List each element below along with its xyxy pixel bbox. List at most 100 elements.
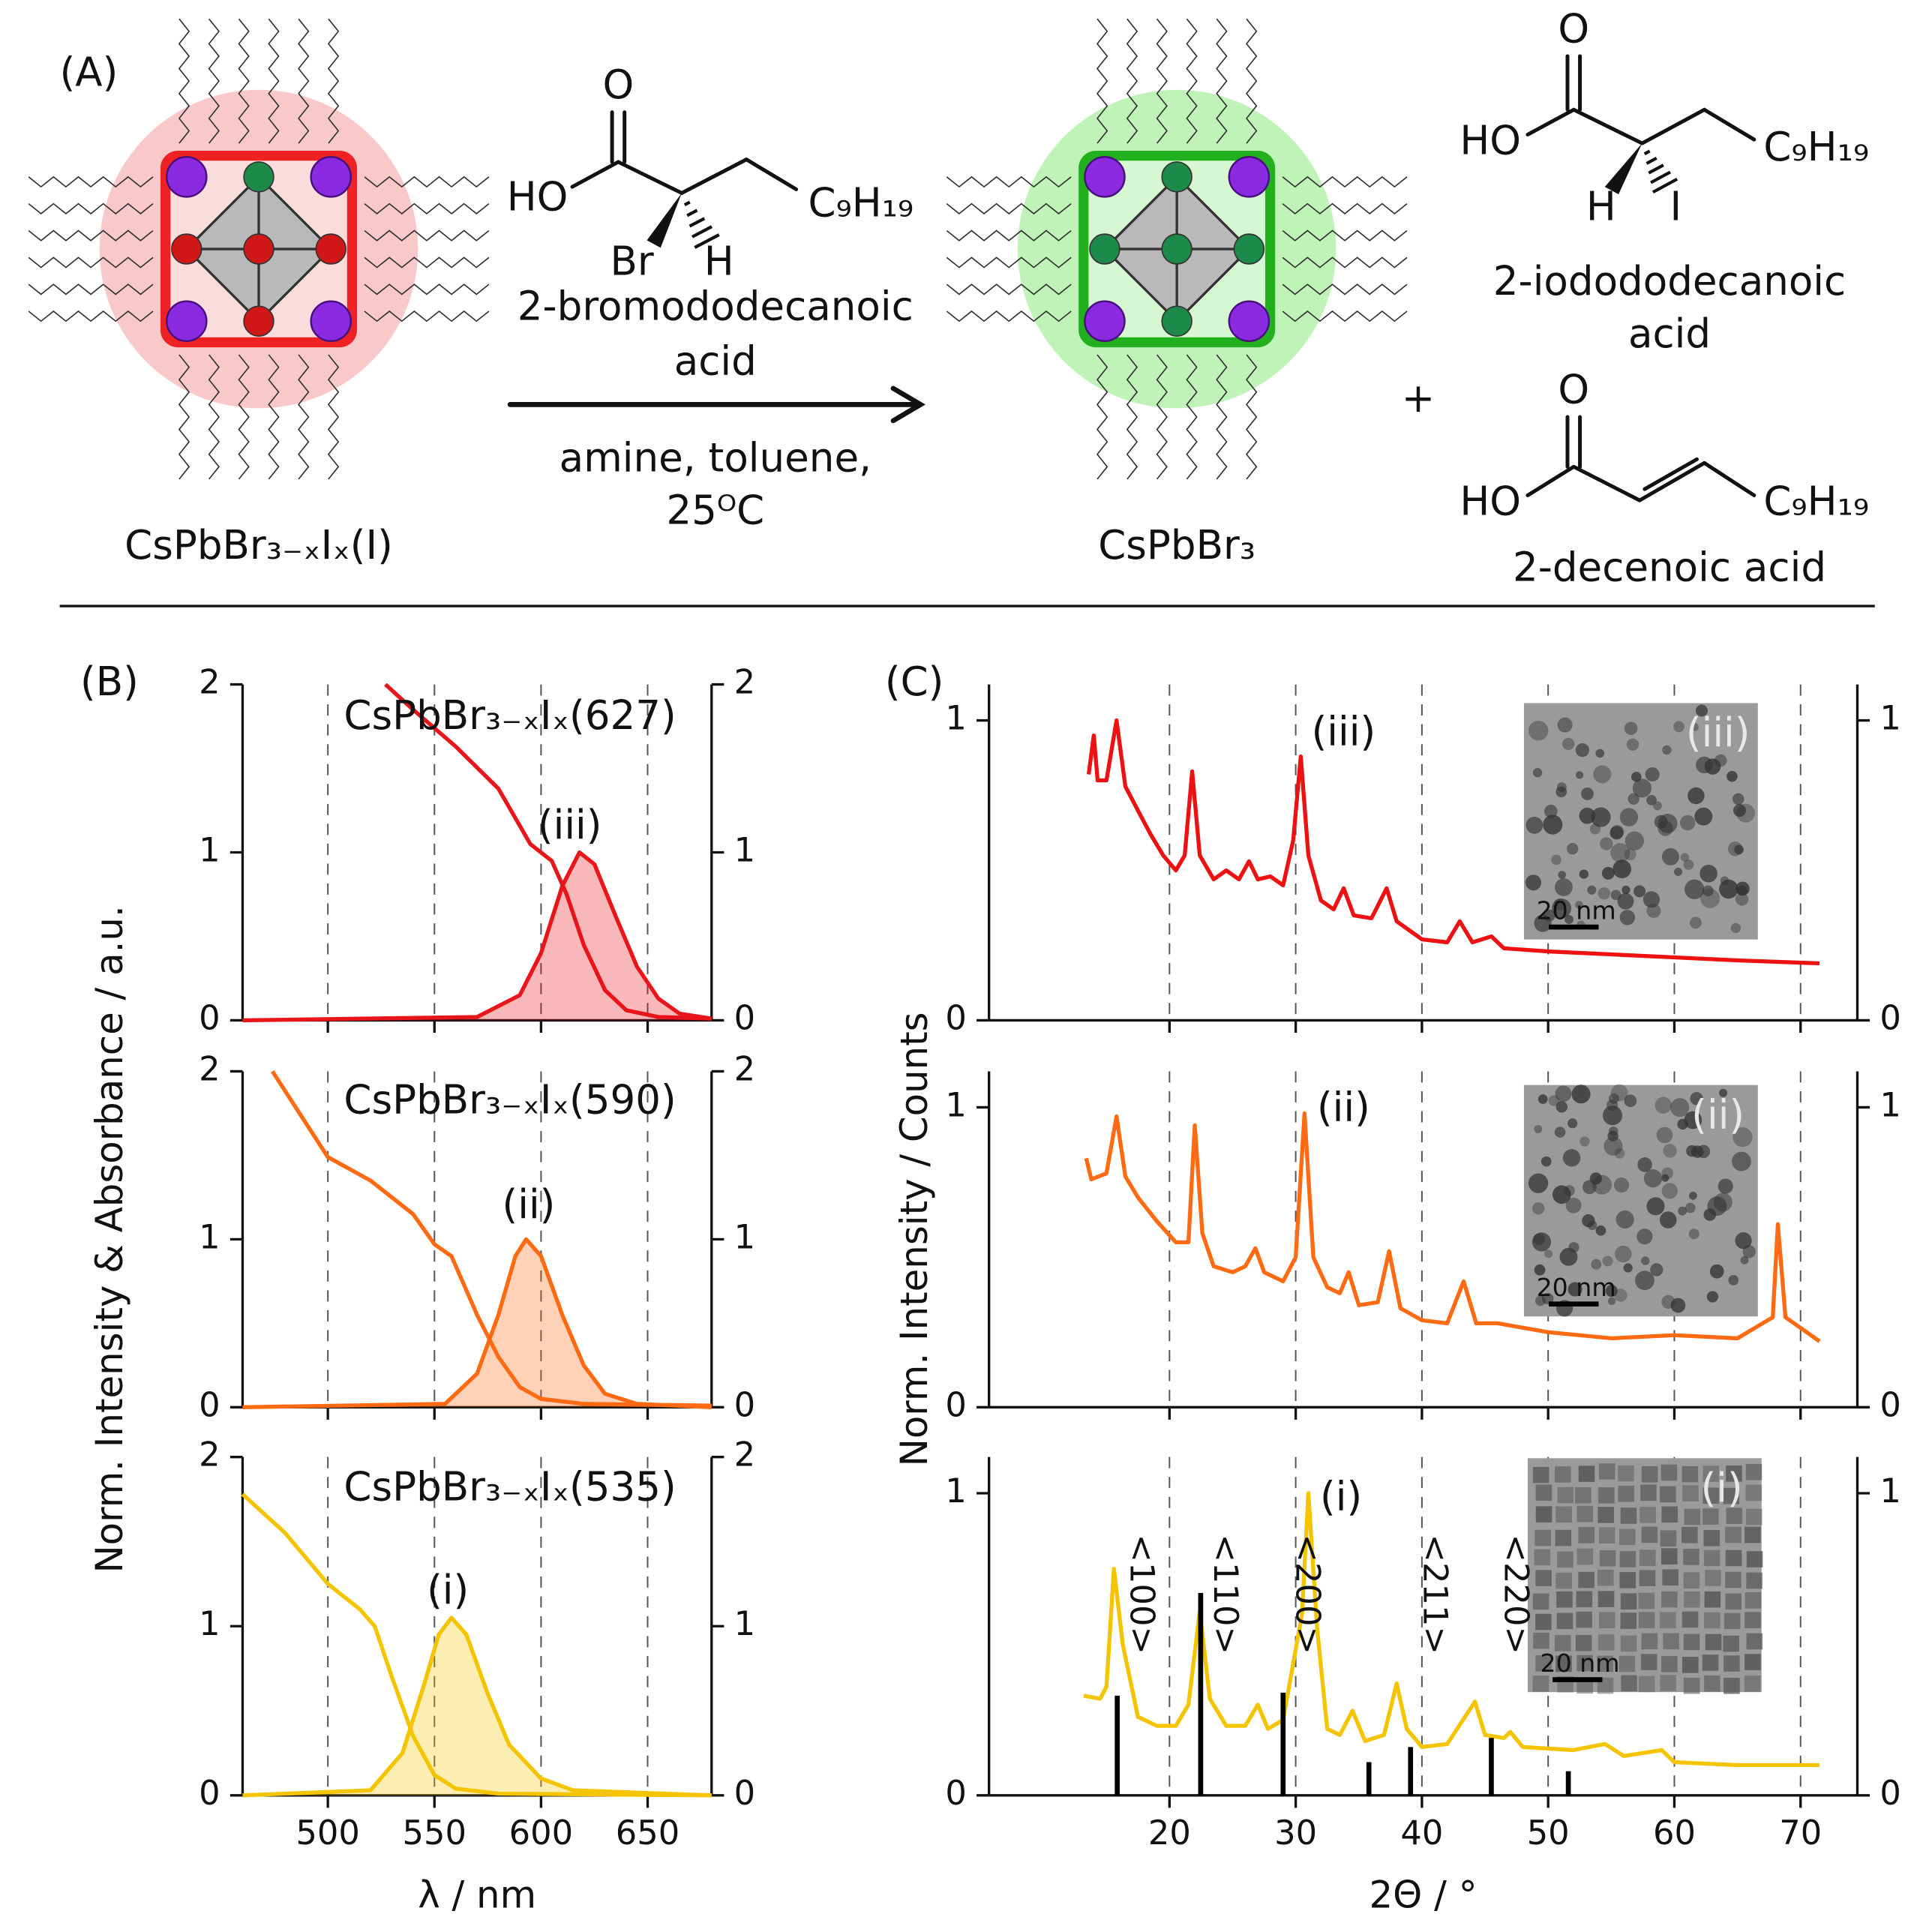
tem-particle bbox=[1600, 837, 1613, 850]
tem-particle bbox=[1576, 1505, 1594, 1522]
reflection-label: <110> bbox=[1206, 1534, 1246, 1654]
y2-tick-label: 0 bbox=[734, 1773, 755, 1813]
tem-particle bbox=[1620, 1508, 1637, 1524]
tem-particle bbox=[1556, 1572, 1572, 1589]
tem-particle bbox=[1684, 879, 1705, 899]
ligand bbox=[1282, 284, 1408, 296]
data-line bbox=[241, 1492, 712, 1798]
y-tick-label: 0 bbox=[199, 1384, 220, 1424]
tem-particle bbox=[1618, 1485, 1635, 1502]
tem-particle bbox=[1744, 1526, 1761, 1544]
data-line bbox=[242, 850, 712, 1023]
y2-tick-label: 0 bbox=[1880, 1384, 1900, 1424]
tem-particle bbox=[1540, 1156, 1552, 1167]
tem-particle bbox=[1579, 807, 1596, 824]
reagent-name: acid bbox=[674, 338, 757, 384]
tem-particle bbox=[1612, 860, 1632, 878]
tem-particle bbox=[1626, 738, 1640, 751]
tem-particle bbox=[1726, 770, 1738, 782]
ligand bbox=[28, 310, 154, 322]
atom: H bbox=[1586, 184, 1616, 230]
y2-tick-label: 2 bbox=[734, 1048, 755, 1088]
byproduct-name: acid bbox=[1628, 310, 1711, 357]
tem-particle bbox=[1566, 842, 1579, 855]
halide-atom bbox=[1161, 161, 1192, 193]
ligand bbox=[1282, 202, 1408, 214]
tem-particle bbox=[1646, 1197, 1665, 1216]
tem-particle bbox=[1637, 1157, 1652, 1172]
tem-particle bbox=[1562, 737, 1575, 751]
sample-label: CsPbBr₃₋ₓIₓ(535) bbox=[344, 1463, 676, 1510]
x-tick-label: 50 bbox=[1527, 1813, 1570, 1852]
tem-particle bbox=[1615, 1245, 1632, 1263]
annotation: (i) bbox=[1320, 1474, 1362, 1520]
tem-particle bbox=[1578, 1571, 1594, 1588]
tem-particle bbox=[1725, 1550, 1742, 1567]
ligand bbox=[1096, 18, 1108, 144]
tem-particle bbox=[1592, 1174, 1612, 1195]
y-tick-label: 0 bbox=[945, 1773, 966, 1813]
tem-particle bbox=[1681, 1526, 1698, 1544]
tem-particle bbox=[1659, 1211, 1677, 1228]
tem-particle bbox=[1552, 898, 1572, 919]
tem-particle bbox=[1744, 1612, 1761, 1628]
tem-particle bbox=[1690, 1092, 1703, 1106]
ligand bbox=[364, 310, 490, 322]
tem-particle bbox=[1544, 804, 1558, 818]
ligand bbox=[946, 284, 1072, 296]
tem-particle bbox=[1624, 1094, 1637, 1108]
tem-particle bbox=[1723, 1635, 1739, 1652]
hash-bond bbox=[691, 225, 712, 238]
tem-particle bbox=[1624, 831, 1644, 850]
tem-particle bbox=[1677, 1118, 1688, 1130]
tem-particle bbox=[1564, 915, 1574, 924]
tem-particle bbox=[1724, 1612, 1741, 1630]
tem-particle bbox=[1660, 1464, 1678, 1481]
tem-particle bbox=[1641, 1633, 1658, 1650]
tem-particle bbox=[1582, 1214, 1595, 1228]
tem-particle bbox=[1538, 1094, 1548, 1104]
y2-tick-label: 1 bbox=[734, 1604, 755, 1643]
tem-particle bbox=[1679, 814, 1696, 831]
tem-particle bbox=[1661, 1591, 1678, 1608]
atom: Br bbox=[610, 238, 654, 285]
ligand bbox=[268, 354, 280, 480]
ligand bbox=[364, 230, 490, 242]
tem-particle bbox=[1579, 869, 1588, 879]
annotation: (i) bbox=[427, 1567, 469, 1613]
byproduct-name: 2-decenoic acid bbox=[1513, 544, 1826, 591]
tem-particle bbox=[1562, 1149, 1581, 1167]
tem-particle bbox=[1670, 1098, 1690, 1118]
tem-particle bbox=[1619, 1551, 1636, 1568]
tem-particle bbox=[1720, 876, 1730, 885]
tem-particle bbox=[1706, 1291, 1719, 1303]
tem-particle bbox=[1704, 1612, 1720, 1629]
tem-particle bbox=[1642, 891, 1660, 908]
cs-atom bbox=[310, 300, 352, 343]
bonds bbox=[570, 110, 799, 195]
tem-particle bbox=[1690, 723, 1700, 731]
ligand bbox=[298, 18, 310, 144]
y2-tick-label: 0 bbox=[1880, 1773, 1900, 1813]
tem-particle bbox=[1589, 1172, 1602, 1185]
tem-particle bbox=[1620, 1593, 1637, 1610]
tem-particle bbox=[1618, 1465, 1634, 1482]
tem-particle bbox=[1640, 1654, 1658, 1670]
hash-bond bbox=[686, 208, 698, 218]
tem-particle bbox=[1724, 1655, 1740, 1672]
tem-particle bbox=[1556, 1101, 1568, 1113]
tem-particle bbox=[1534, 1549, 1551, 1566]
y-tick-label: 2 bbox=[199, 1048, 220, 1088]
byproduct-name: 2-iodododecanoic bbox=[1493, 258, 1846, 304]
hash-bond bbox=[694, 233, 720, 249]
tem-particle bbox=[1702, 1508, 1719, 1525]
tem-particle bbox=[1623, 1263, 1633, 1273]
tem-particle bbox=[1661, 1183, 1678, 1199]
atom: O bbox=[1558, 5, 1589, 52]
hash-bond bbox=[1648, 164, 1664, 175]
tem-particle bbox=[1576, 1611, 1592, 1628]
tem-particle bbox=[1578, 1466, 1595, 1482]
tem-particle bbox=[1704, 1675, 1720, 1692]
halide-atom bbox=[243, 305, 274, 337]
tem-particle bbox=[1680, 853, 1690, 862]
